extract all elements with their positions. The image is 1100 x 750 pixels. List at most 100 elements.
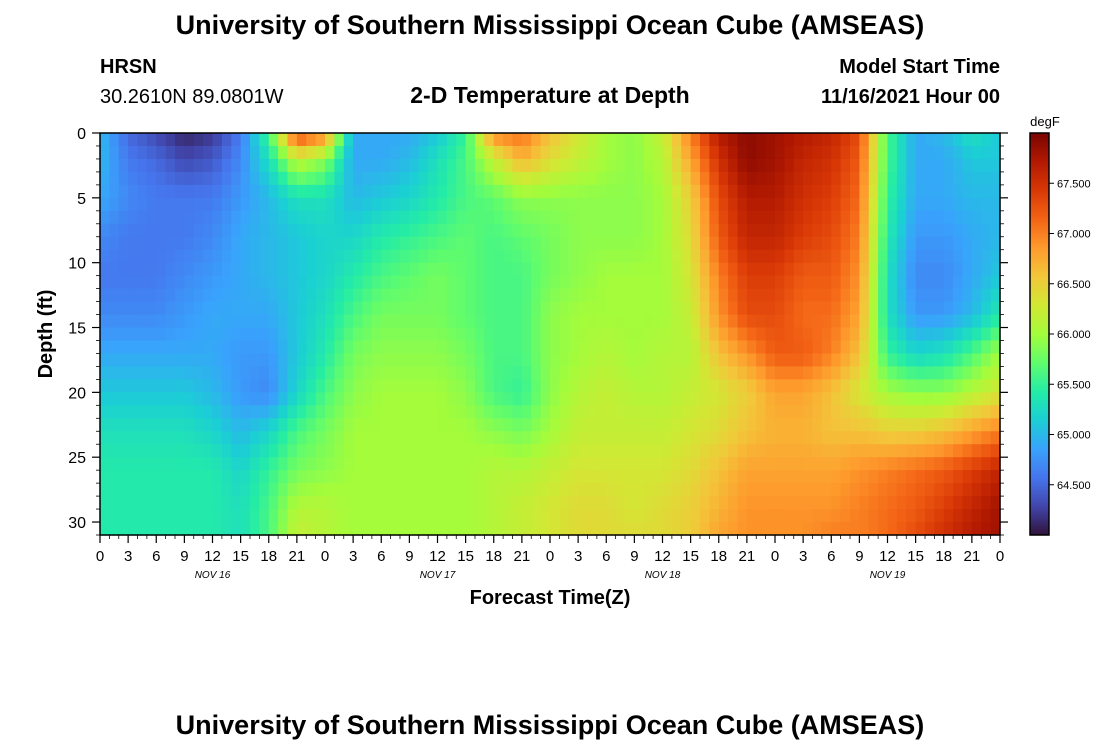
- heatmap-cell: [681, 249, 692, 264]
- heatmap-cell: [775, 405, 785, 419]
- heatmap-cell: [278, 392, 289, 406]
- heatmap-cell: [156, 379, 167, 393]
- heatmap-cell: [193, 133, 204, 147]
- heatmap-cell: [653, 210, 664, 225]
- heatmap-cell: [737, 171, 748, 186]
- heatmap-cell: [109, 379, 120, 393]
- heatmap-cell: [812, 366, 823, 380]
- heatmap-cell: [118, 236, 129, 251]
- heatmap-cell: [587, 288, 598, 303]
- heatmap-cell: [446, 314, 457, 329]
- heatmap-cell: [325, 470, 335, 484]
- heatmap-cell: [390, 470, 401, 484]
- heatmap-cell: [250, 470, 260, 484]
- heatmap-cell: [728, 184, 739, 199]
- heatmap-cell: [887, 288, 898, 303]
- heatmap-cell: [446, 496, 457, 510]
- heatmap-cell: [878, 509, 889, 523]
- heatmap-cell: [184, 301, 195, 316]
- heatmap-cell: [709, 327, 720, 342]
- heatmap-cell: [925, 184, 935, 199]
- heatmap-cell: [146, 353, 157, 368]
- heatmap-cell: [231, 262, 242, 277]
- heatmap-cell: [503, 353, 514, 368]
- heatmap-cell: [634, 288, 645, 303]
- heatmap-cell: [634, 405, 645, 419]
- heatmap-cell: [446, 249, 457, 264]
- heatmap-cell: [625, 457, 635, 471]
- heatmap-cell: [250, 522, 260, 536]
- heatmap-cell: [971, 288, 982, 303]
- heatmap-cell: [653, 301, 664, 316]
- heatmap-cell: [643, 366, 654, 380]
- heatmap-cell: [325, 301, 335, 316]
- heatmap-cell: [428, 431, 439, 445]
- heatmap-cell: [559, 158, 570, 173]
- heatmap-cell: [456, 171, 467, 186]
- heatmap-cell: [681, 301, 692, 316]
- heatmap-cell: [981, 379, 992, 393]
- heatmap-cell: [578, 314, 589, 329]
- x-tick-label: 6: [377, 548, 385, 565]
- heatmap-cell: [859, 470, 870, 484]
- heatmap-cell: [896, 236, 907, 251]
- heatmap-cell: [700, 366, 710, 380]
- heatmap-cell: [700, 236, 710, 251]
- heatmap-cell: [343, 171, 354, 186]
- heatmap-cell: [728, 249, 739, 264]
- heatmap-cell: [821, 340, 832, 355]
- heatmap-cell: [671, 509, 682, 523]
- heatmap-cell: [878, 470, 889, 484]
- heatmap-cell: [334, 366, 345, 380]
- heatmap-cell: [118, 366, 129, 380]
- heatmap-cell: [278, 275, 289, 290]
- heatmap-cell: [568, 366, 579, 380]
- heatmap-cell: [737, 158, 748, 173]
- heatmap-cell: [128, 470, 139, 484]
- heatmap-cell: [503, 223, 514, 238]
- heatmap-cell: [709, 314, 720, 329]
- heatmap-cell: [690, 470, 701, 484]
- heatmap-cell: [596, 288, 607, 303]
- heatmap-cell: [653, 392, 664, 406]
- heatmap-cell: [156, 184, 167, 199]
- heatmap-cell: [765, 405, 776, 419]
- heatmap-cell: [990, 457, 1001, 471]
- heatmap-cell: [484, 379, 495, 393]
- heatmap-cell: [268, 145, 279, 160]
- heatmap-cell: [831, 197, 842, 212]
- heatmap-cell: [428, 158, 439, 173]
- heatmap-cell: [812, 133, 823, 147]
- heatmap-cell: [925, 366, 935, 380]
- heatmap-cell: [671, 522, 682, 536]
- heatmap-cell: [831, 509, 842, 523]
- heatmap-cell: [943, 431, 954, 445]
- heatmap-cell: [859, 262, 870, 277]
- heatmap-cell: [765, 392, 776, 406]
- heatmap-cell: [953, 275, 964, 290]
- heatmap-cell: [146, 392, 157, 406]
- heatmap-cell: [100, 158, 110, 173]
- heatmap-cell: [878, 197, 889, 212]
- heatmap-cell: [915, 431, 926, 445]
- heatmap-cell: [671, 210, 682, 225]
- heatmap-cell: [793, 145, 804, 160]
- heatmap-cell: [437, 340, 448, 355]
- heatmap-cell: [240, 262, 251, 277]
- heatmap-cell: [568, 197, 579, 212]
- heatmap-cell: [831, 522, 842, 536]
- heatmap-cell: [559, 418, 570, 432]
- heatmap-cell: [803, 145, 814, 160]
- heatmap-cell: [259, 340, 270, 355]
- x-tick-label: 12: [429, 548, 446, 565]
- heatmap-cell: [559, 249, 570, 264]
- heatmap-cell: [878, 223, 889, 238]
- heatmap-cell: [503, 288, 514, 303]
- heatmap-cell: [765, 431, 776, 445]
- heatmap-cell: [109, 171, 120, 186]
- heatmap-cell: [775, 262, 785, 277]
- heatmap-cell: [793, 353, 804, 368]
- heatmap-cell: [540, 431, 551, 445]
- heatmap-cell: [456, 133, 467, 147]
- heatmap-cell: [456, 223, 467, 238]
